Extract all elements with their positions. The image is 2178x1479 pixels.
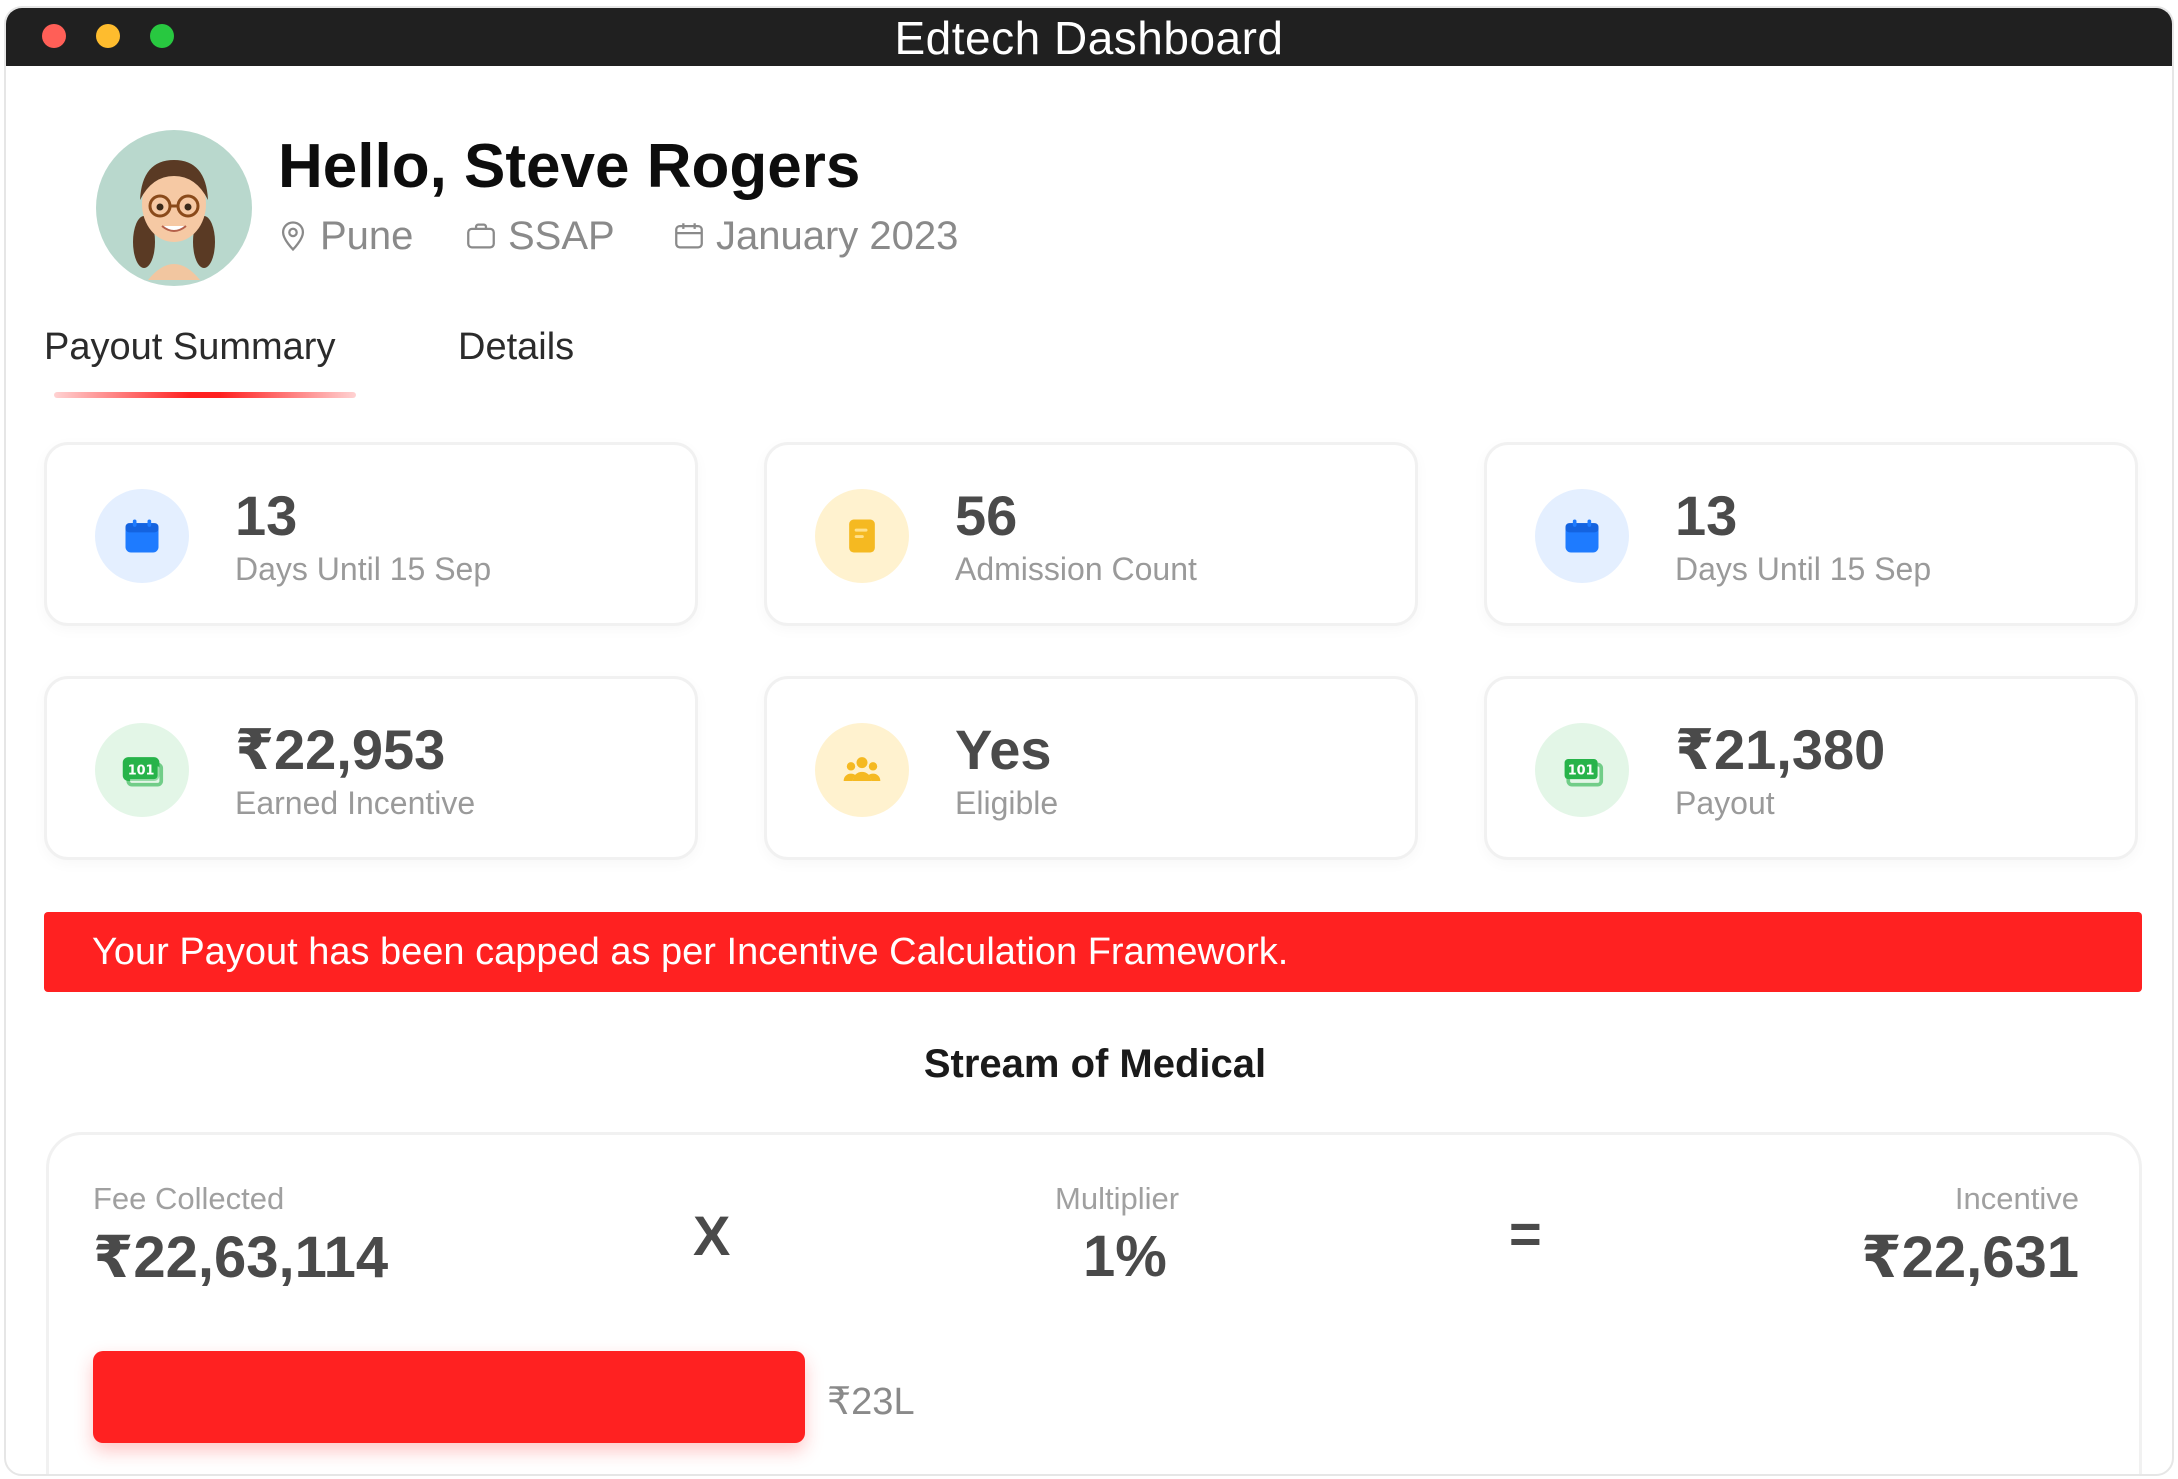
close-window-button[interactable] xyxy=(42,24,66,48)
stat-value: 13 xyxy=(1675,484,1738,547)
stat-label: Days Until 15 Sep xyxy=(235,551,492,587)
cash-icon: 101 xyxy=(1564,759,1604,787)
avatar xyxy=(96,130,252,286)
stat-card-eligible: Yes Eligible xyxy=(764,676,1418,860)
calendar-icon xyxy=(1565,519,1599,553)
fee-target-label: ₹23L xyxy=(827,1381,915,1423)
stat-label: Days Until 15 Sep xyxy=(1675,551,1932,587)
active-tab-indicator xyxy=(54,392,356,398)
incentive-label: Incentive xyxy=(1954,1181,2079,1216)
app-window: Edtech Dashboard Hello, Steve Rogers xyxy=(4,6,2174,1476)
stream-title: Stream of Medical xyxy=(923,1042,1267,1086)
fee-collected-value: ₹22,63,114 xyxy=(93,1225,389,1290)
stat-value: Yes xyxy=(955,718,1052,781)
stat-card-days-until: 13 Days Until 15 Sep xyxy=(44,442,698,626)
stat-value: ₹21,380 xyxy=(1675,718,1886,781)
stat-value: ₹22,953 xyxy=(235,718,446,781)
svg-text:101: 101 xyxy=(128,764,155,779)
stat-label: Earned Incentive xyxy=(235,785,476,821)
incentive-calculation-card: Fee Collected ₹22,63,114 X Multiplier 1%… xyxy=(46,1132,2142,1474)
period-text: January 2023 xyxy=(716,214,959,258)
notebook-icon xyxy=(849,519,875,553)
program-text: SSAP xyxy=(508,214,615,258)
stat-value: 13 xyxy=(235,484,298,547)
stat-label: Admission Count xyxy=(955,551,1197,587)
window-title: Edtech Dashboard xyxy=(894,12,1284,64)
tab-details[interactable]: Details xyxy=(458,326,575,368)
maximize-window-button[interactable] xyxy=(150,24,174,48)
location-text: Pune xyxy=(320,214,414,258)
stat-card-days-until-2: 13 Days Until 15 Sep xyxy=(1484,442,2138,626)
location-meta: Pune xyxy=(276,212,413,260)
stat-label: Eligible xyxy=(955,785,1059,821)
program-meta: SSAP xyxy=(464,212,615,260)
calendar-icon xyxy=(125,519,159,553)
location-pin-icon xyxy=(281,221,305,252)
greeting-title: Hello, Steve Rogers xyxy=(278,132,861,201)
fee-progress-bar xyxy=(93,1351,805,1443)
stat-card-earned-incentive: 101 ₹22,953 Earned Incentive xyxy=(44,676,698,860)
payout-capped-alert: Your Payout has been capped as per Incen… xyxy=(44,912,2142,992)
period-meta: January 2023 xyxy=(672,212,958,260)
stat-card-admission-count: 56 Admission Count xyxy=(764,442,1418,626)
calendar-outline-icon xyxy=(675,223,703,249)
minimize-window-button[interactable] xyxy=(96,24,120,48)
stat-card-payout: 101 ₹21,380 Payout xyxy=(1484,676,2138,860)
fee-collected-label: Fee Collected xyxy=(93,1181,285,1216)
stat-value: 56 xyxy=(955,484,1018,547)
group-icon xyxy=(843,757,881,781)
multiply-symbol: X xyxy=(693,1204,731,1267)
fee-progress-fill xyxy=(93,1351,805,1443)
stat-label: Payout xyxy=(1675,785,1775,821)
incentive-value: ₹22,631 xyxy=(1861,1225,2079,1290)
multiplier-label: Multiplier xyxy=(1055,1181,1180,1216)
cash-icon: 101 xyxy=(122,757,164,787)
multiplier-value: 1% xyxy=(1083,1224,1167,1289)
title-bar: Edtech Dashboard xyxy=(6,8,2172,66)
svg-text:101: 101 xyxy=(1568,764,1595,779)
avatar-image xyxy=(133,160,215,280)
equals-symbol: = xyxy=(1509,1202,1542,1265)
tab-payout-summary[interactable]: Payout Summary xyxy=(44,326,336,368)
briefcase-icon xyxy=(467,223,495,249)
